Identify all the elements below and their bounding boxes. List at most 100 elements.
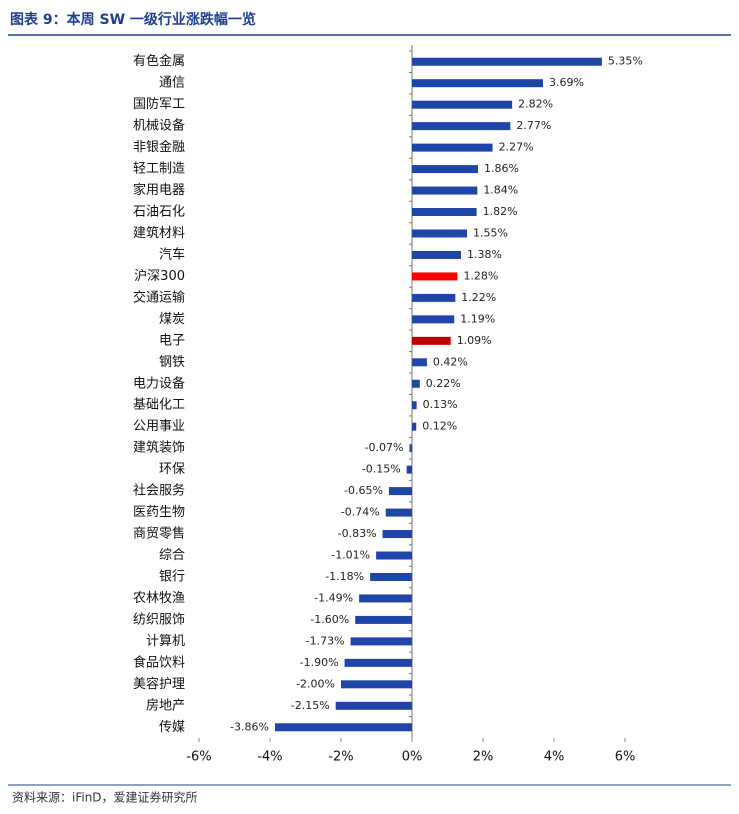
value-label: -2.00% [296, 677, 335, 690]
x-tick-label: 2% [473, 750, 494, 765]
x-tick-label: -6% [186, 750, 211, 765]
value-label: 1.86% [484, 162, 519, 175]
category-label: 电子 [159, 333, 185, 348]
bar [412, 422, 417, 431]
bar [412, 143, 493, 152]
value-label: -0.15% [362, 463, 401, 476]
bar [412, 379, 420, 388]
value-label: -1.01% [331, 549, 370, 562]
value-label: 0.42% [433, 355, 468, 368]
category-label: 汽车 [159, 246, 185, 262]
bar [274, 723, 412, 732]
x-tick-label: 4% [544, 750, 565, 765]
bar [412, 250, 461, 259]
category-label: 钢铁 [159, 355, 185, 370]
value-label: 1.55% [473, 226, 508, 239]
bar [412, 208, 477, 217]
value-label: -0.07% [365, 441, 404, 454]
category-label: 轻工制造 [133, 162, 185, 177]
value-label: 1.82% [483, 205, 518, 218]
value-label: 0.12% [422, 420, 457, 433]
value-label: 2.77% [516, 119, 551, 132]
bar [412, 122, 511, 131]
bar [412, 100, 513, 109]
bar [412, 79, 543, 88]
bar [412, 358, 427, 367]
bar [355, 615, 412, 624]
category-label: 综合 [159, 548, 185, 563]
value-label: -0.83% [338, 527, 377, 540]
value-label: -2.15% [291, 699, 330, 712]
bar [388, 487, 412, 496]
category-label: 环保 [159, 462, 185, 477]
bar [376, 551, 412, 560]
category-label: 机械设备 [133, 118, 185, 134]
bar [412, 336, 451, 345]
category-label: 医药生物 [133, 505, 185, 520]
bar [350, 637, 412, 646]
value-label: 2.27% [499, 141, 534, 154]
category-label: 银行 [159, 569, 185, 584]
value-label: -1.73% [306, 634, 345, 647]
value-label: -1.90% [300, 656, 339, 669]
value-label: 2.82% [518, 98, 553, 111]
category-label: 纺织服饰 [133, 612, 185, 627]
bar [412, 165, 479, 174]
bar [385, 508, 412, 517]
value-label: -1.60% [310, 613, 349, 626]
category-label: 交通运输 [133, 289, 185, 305]
category-label: 国防军工 [133, 96, 185, 112]
value-label: 0.22% [426, 377, 461, 390]
category-label: 建筑材料 [133, 225, 185, 241]
value-label: 5.35% [608, 55, 643, 68]
category-label: 食品饮料 [133, 654, 185, 670]
category-label: 通信 [159, 76, 185, 91]
bar [412, 57, 602, 66]
category-label: 石油石化 [133, 205, 185, 220]
bar [412, 293, 456, 302]
chart-title: 图表 9：本周 SW 一级行业涨跌幅一览 [10, 11, 256, 28]
bar [359, 594, 412, 603]
value-label: 1.28% [463, 269, 498, 282]
bar [412, 186, 478, 195]
bar [409, 444, 412, 453]
category-label: 社会服务 [133, 483, 185, 499]
value-label: -0.74% [341, 506, 380, 519]
value-label: 1.38% [467, 248, 502, 261]
bar [412, 272, 458, 281]
category-label: 基础化工 [133, 398, 185, 413]
bar [412, 315, 455, 324]
category-label: 计算机 [146, 634, 185, 649]
value-label: -1.49% [314, 591, 353, 604]
category-label: 传媒 [159, 720, 185, 735]
category-label: 非银金融 [133, 139, 185, 155]
bar [341, 680, 412, 689]
value-label: 1.09% [457, 334, 492, 347]
x-tick-label: 0% [402, 750, 423, 765]
source: 资料来源：iFinD，爱建证券研究所 [12, 790, 198, 805]
bar [382, 530, 412, 539]
value-label: 1.22% [461, 291, 496, 304]
value-label: -1.18% [325, 570, 364, 583]
value-label: -0.65% [344, 484, 383, 497]
value-label: -3.86% [230, 720, 269, 733]
bar [412, 401, 417, 410]
category-label: 美容护理 [133, 676, 185, 692]
category-label: 沪深300 [134, 268, 185, 284]
x-tick-label: 6% [615, 750, 636, 765]
category-label: 农林牧渔 [133, 591, 185, 606]
bar [335, 701, 412, 710]
category-label: 电力设备 [133, 375, 185, 391]
bar [412, 229, 468, 238]
category-label: 房地产 [146, 697, 185, 713]
category-label: 公用事业 [133, 419, 185, 434]
category-label: 家用电器 [133, 182, 185, 198]
category-label: 建筑装饰 [133, 440, 185, 456]
category-label: 煤炭 [159, 312, 185, 327]
value-label: 0.13% [423, 398, 458, 411]
bar [370, 572, 412, 581]
category-label: 商贸零售 [133, 526, 185, 542]
x-tick-label: -2% [328, 750, 353, 765]
value-label: 3.69% [549, 76, 584, 89]
